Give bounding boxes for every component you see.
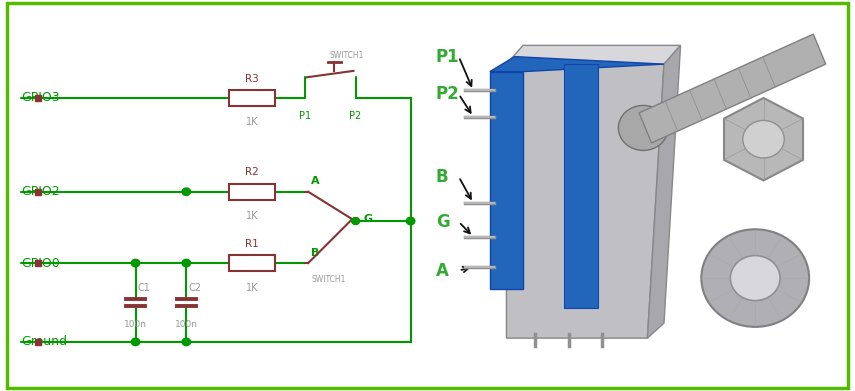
Circle shape: [351, 218, 359, 224]
Polygon shape: [640, 34, 826, 143]
Text: 1K: 1K: [245, 283, 258, 292]
Text: GPIO0: GPIO0: [21, 256, 60, 269]
Circle shape: [132, 259, 139, 267]
Polygon shape: [724, 98, 803, 181]
Text: G: G: [436, 213, 450, 231]
Text: P1: P1: [298, 111, 311, 121]
Text: P2: P2: [350, 111, 362, 121]
Polygon shape: [506, 45, 681, 64]
Bar: [228, 255, 275, 271]
Text: A: A: [436, 262, 449, 280]
Circle shape: [182, 338, 191, 346]
Text: R2: R2: [245, 167, 259, 178]
Text: B: B: [436, 168, 449, 186]
Polygon shape: [490, 72, 523, 289]
Circle shape: [618, 106, 668, 151]
Circle shape: [730, 256, 780, 301]
Circle shape: [182, 259, 191, 267]
Text: Ground: Ground: [21, 335, 68, 348]
Text: GPIO2: GPIO2: [21, 185, 60, 198]
Polygon shape: [564, 64, 598, 308]
Text: R1: R1: [245, 239, 259, 249]
Text: 100n: 100n: [124, 321, 147, 330]
Circle shape: [701, 229, 809, 327]
Circle shape: [743, 120, 784, 158]
Bar: [228, 184, 275, 200]
Circle shape: [182, 188, 191, 196]
Text: B: B: [311, 248, 320, 258]
Circle shape: [132, 338, 139, 346]
Text: 1K: 1K: [245, 211, 258, 221]
Text: C1: C1: [138, 283, 150, 293]
Text: GPIO3: GPIO3: [21, 91, 60, 104]
Text: 100n: 100n: [174, 321, 198, 330]
Text: G: G: [363, 214, 372, 224]
Circle shape: [351, 218, 359, 224]
Bar: [228, 90, 275, 106]
Text: C2: C2: [188, 283, 202, 293]
Text: R3: R3: [245, 74, 259, 84]
Circle shape: [406, 217, 415, 225]
Text: 1K: 1K: [245, 117, 258, 127]
Text: P2: P2: [436, 85, 460, 103]
Polygon shape: [490, 57, 664, 72]
Polygon shape: [506, 64, 664, 338]
Text: SWITCH1: SWITCH1: [311, 275, 345, 285]
Text: SWITCH1: SWITCH1: [330, 51, 364, 60]
Text: P1: P1: [436, 48, 459, 66]
Polygon shape: [647, 45, 681, 338]
Text: A: A: [311, 176, 320, 186]
